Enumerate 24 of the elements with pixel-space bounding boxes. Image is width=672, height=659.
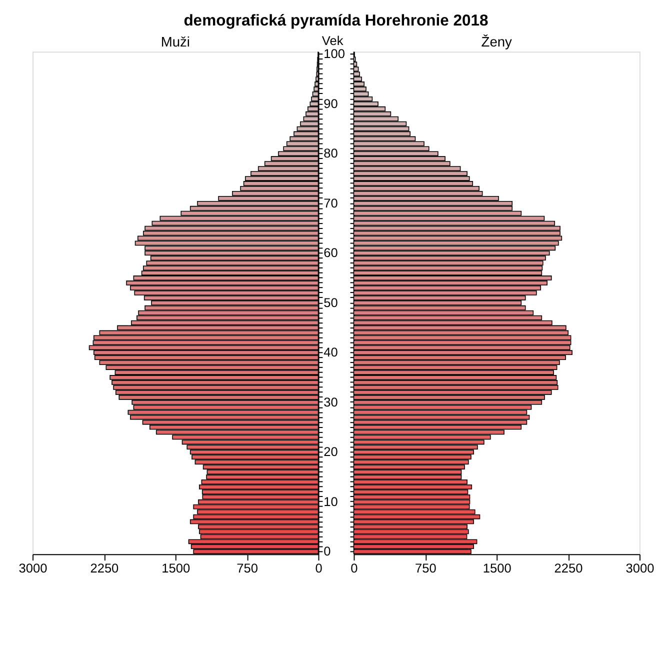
y-tick-label: 40	[324, 344, 338, 360]
y-axis-title: Vek	[322, 33, 344, 48]
x-tick-label: 750	[236, 560, 258, 576]
text: Ženy	[481, 34, 512, 50]
x-tick-label: 2250	[554, 560, 583, 576]
y-tick-label: 70	[324, 195, 338, 210]
y-tick-label: 60	[324, 245, 338, 260]
y-tick-label: 30	[324, 394, 338, 410]
y-tick-label: 80	[324, 146, 338, 161]
x-tick-label: 3000	[18, 560, 48, 576]
y-tick-label: 50	[324, 294, 338, 310]
x-tick-label: 0	[350, 560, 358, 576]
text: Muži	[160, 34, 190, 50]
y-tick-label: 0	[324, 544, 331, 559]
y-tick-label: 100	[324, 46, 346, 62]
x-tick-label: 3000	[626, 560, 654, 576]
chart-title: demografická pyramída Horehronie 2018	[184, 12, 489, 30]
x-tick-label: 2250	[90, 560, 119, 576]
y-tick-label: 10	[324, 494, 338, 509]
y-tick-label: 20	[324, 444, 338, 460]
y-tick-label: 90	[324, 96, 338, 111]
x-tick-label: 1500	[162, 560, 190, 576]
x-tick-label: 1500	[482, 560, 512, 576]
x-tick-label: 750	[414, 560, 436, 576]
